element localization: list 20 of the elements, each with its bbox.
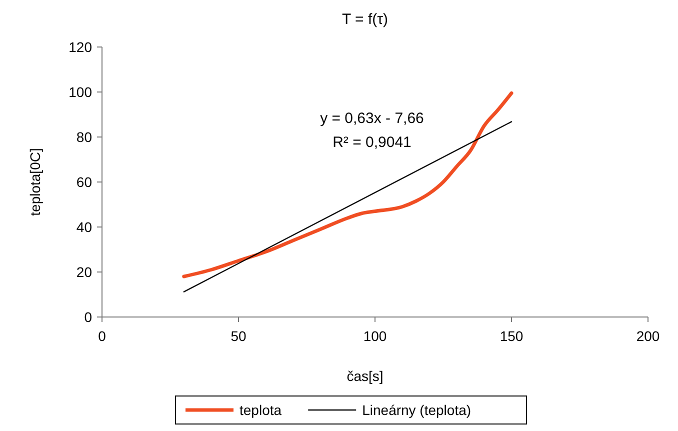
chart-title: T = f(τ) xyxy=(342,11,388,28)
x-tick-label: 100 xyxy=(363,328,387,344)
annotation: y = 0,63x - 7,66 xyxy=(320,110,424,127)
x-tick-label: 150 xyxy=(500,328,524,344)
x-tick-label: 0 xyxy=(98,328,106,344)
y-tick-label: 60 xyxy=(76,174,92,190)
x-tick-label: 50 xyxy=(230,328,246,344)
y-tick-label: 120 xyxy=(68,38,92,55)
y-tick-label: 80 xyxy=(76,128,92,145)
y-tick-label: 40 xyxy=(76,218,92,235)
legend-label: Lineárny (teplota) xyxy=(362,402,472,418)
annotation: R² = 0,9041 xyxy=(332,134,412,151)
y-tick-label: 100 xyxy=(68,84,92,100)
x-axis-title: čas[s] xyxy=(346,368,384,384)
y-axis-title: teplota[0C] xyxy=(27,148,43,216)
line-series xyxy=(182,91,514,278)
legend-label: teplota xyxy=(240,402,282,418)
y-tick-label: 0 xyxy=(84,308,92,325)
x-tick-label: 200 xyxy=(636,328,660,344)
y-tick-label: 20 xyxy=(76,264,92,280)
